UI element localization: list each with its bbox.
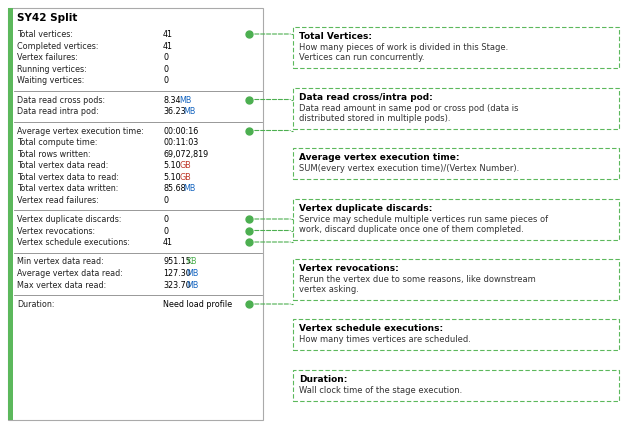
Text: MB: MB xyxy=(187,280,199,289)
Text: Data read amount in same pod or cross pod (data is: Data read amount in same pod or cross po… xyxy=(299,104,519,113)
Text: MB: MB xyxy=(180,95,192,104)
Text: GB: GB xyxy=(180,161,191,170)
Text: 00:11:03: 00:11:03 xyxy=(163,138,198,147)
FancyBboxPatch shape xyxy=(293,88,619,129)
Text: Need load profile: Need load profile xyxy=(163,300,232,309)
Text: 323.70: 323.70 xyxy=(163,280,191,289)
Text: Duration:: Duration: xyxy=(17,300,54,309)
FancyBboxPatch shape xyxy=(293,148,619,179)
Text: Total vertex data read:: Total vertex data read: xyxy=(17,161,109,170)
Text: Total rows written:: Total rows written: xyxy=(17,149,90,158)
Text: 0: 0 xyxy=(163,53,168,62)
Text: Data read cross pods:: Data read cross pods: xyxy=(17,95,105,104)
FancyBboxPatch shape xyxy=(293,199,619,240)
Text: Total Vertices:: Total Vertices: xyxy=(299,33,372,42)
Text: 69,072,819: 69,072,819 xyxy=(163,149,208,158)
Text: Total vertices:: Total vertices: xyxy=(17,30,73,39)
Text: Running vertices:: Running vertices: xyxy=(17,65,87,74)
Text: 5.10: 5.10 xyxy=(163,161,180,170)
Text: 0: 0 xyxy=(163,196,168,205)
Text: Average vertex execution time:: Average vertex execution time: xyxy=(17,127,144,136)
Text: Vertex revocations:: Vertex revocations: xyxy=(299,264,399,273)
Text: How many times vertices are scheduled.: How many times vertices are scheduled. xyxy=(299,335,471,344)
Text: Average vertex data read:: Average vertex data read: xyxy=(17,269,123,278)
Text: How many pieces of work is divided in this Stage.: How many pieces of work is divided in th… xyxy=(299,43,509,52)
Text: Total compute time:: Total compute time: xyxy=(17,138,97,147)
FancyBboxPatch shape xyxy=(293,259,619,300)
Bar xyxy=(8,8,13,420)
Text: 5.10: 5.10 xyxy=(163,172,180,181)
Text: Data read cross/intra pod:: Data read cross/intra pod: xyxy=(299,93,433,102)
Text: Total vertex data written:: Total vertex data written: xyxy=(17,184,119,193)
Text: Vertex failures:: Vertex failures: xyxy=(17,53,78,62)
Text: Rerun the vertex due to some reasons, like downstream: Rerun the vertex due to some reasons, li… xyxy=(299,275,536,284)
Text: Waiting vertices:: Waiting vertices: xyxy=(17,76,84,85)
FancyBboxPatch shape xyxy=(293,370,619,401)
Text: 0: 0 xyxy=(163,215,168,224)
Text: 00:00:16: 00:00:16 xyxy=(163,127,198,136)
Text: Vertices can run concurrently.: Vertices can run concurrently. xyxy=(299,54,424,62)
Text: 8.34: 8.34 xyxy=(163,95,180,104)
Text: Vertex revocations:: Vertex revocations: xyxy=(17,226,95,235)
Text: Vertex schedule executions:: Vertex schedule executions: xyxy=(17,238,130,247)
Text: 127.30: 127.30 xyxy=(163,269,191,278)
Text: distributed stored in multiple pods).: distributed stored in multiple pods). xyxy=(299,114,451,123)
Text: MB: MB xyxy=(187,269,199,278)
Text: Wall clock time of the stage execution.: Wall clock time of the stage execution. xyxy=(299,386,462,395)
Text: 41: 41 xyxy=(163,42,173,51)
Text: Average vertex execution time:: Average vertex execution time: xyxy=(299,153,459,162)
Text: Vertex duplicate discards:: Vertex duplicate discards: xyxy=(299,203,432,212)
Bar xyxy=(8,8,263,420)
Text: 951.15: 951.15 xyxy=(163,258,191,267)
Text: Data read intra pod:: Data read intra pod: xyxy=(17,107,99,116)
FancyBboxPatch shape xyxy=(293,27,619,68)
Text: SUM(every vertex execution time)/(Vertex Number).: SUM(every vertex execution time)/(Vertex… xyxy=(299,164,519,173)
Text: Vertex duplicate discards:: Vertex duplicate discards: xyxy=(17,215,122,224)
Text: 41: 41 xyxy=(163,238,173,247)
Text: Vertex read failures:: Vertex read failures: xyxy=(17,196,99,205)
Text: MB: MB xyxy=(183,184,195,193)
Text: Completed vertices:: Completed vertices: xyxy=(17,42,99,51)
FancyBboxPatch shape xyxy=(293,319,619,350)
Text: GB: GB xyxy=(180,172,191,181)
Text: Service may schedule multiple vertices run same pieces of: Service may schedule multiple vertices r… xyxy=(299,214,548,223)
Text: Min vertex data read:: Min vertex data read: xyxy=(17,258,104,267)
Text: Max vertex data read:: Max vertex data read: xyxy=(17,280,106,289)
Text: 0: 0 xyxy=(163,76,168,85)
Text: 0: 0 xyxy=(163,65,168,74)
Text: 36.23: 36.23 xyxy=(163,107,185,116)
Text: Vertex schedule executions:: Vertex schedule executions: xyxy=(299,324,443,333)
Text: SY42 Split: SY42 Split xyxy=(17,13,77,23)
Text: work, discard duplicate once one of them completed.: work, discard duplicate once one of them… xyxy=(299,225,524,234)
Text: Duration:: Duration: xyxy=(299,374,348,383)
Text: 85.68: 85.68 xyxy=(163,184,185,193)
Text: 41: 41 xyxy=(163,30,173,39)
Text: 0: 0 xyxy=(163,226,168,235)
Text: Total vertex data to read:: Total vertex data to read: xyxy=(17,172,119,181)
Text: vertex asking.: vertex asking. xyxy=(299,285,359,294)
Text: MB: MB xyxy=(183,107,195,116)
Text: KB: KB xyxy=(187,258,197,267)
